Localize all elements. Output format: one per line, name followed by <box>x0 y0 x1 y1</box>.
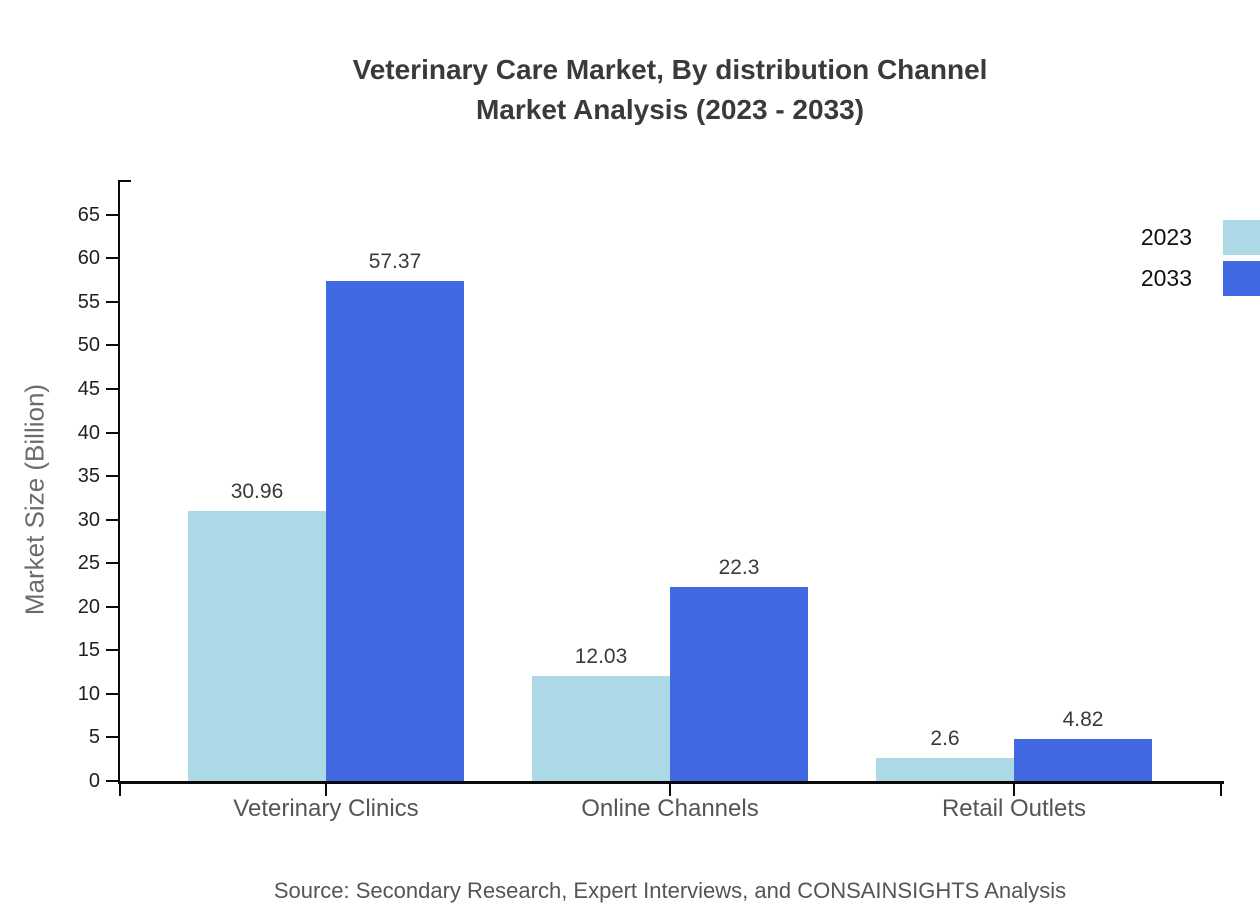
value-label: 22.3 <box>718 555 760 579</box>
x-tick-mark <box>1013 784 1015 796</box>
bar-2023-1 <box>532 676 670 781</box>
plot-area <box>118 180 1224 784</box>
category-label-2: Retail Outlets <box>941 795 1087 822</box>
x-tick-mark <box>669 784 671 796</box>
y-tick-mark <box>106 692 118 695</box>
x-axis-left-cap <box>119 784 121 796</box>
y-axis-top-cap <box>119 180 131 182</box>
y-tick-mark <box>106 736 118 739</box>
chart-title: Veterinary Care Market, By distribution … <box>118 50 1222 130</box>
y-tick-label: 0 <box>88 770 100 792</box>
bar-2023-0 <box>187 511 326 781</box>
legend-label-2023: 2023 <box>1140 224 1192 250</box>
y-tick-label: 40 <box>77 421 100 444</box>
y-tick-label: 25 <box>77 552 100 575</box>
y-tick-mark <box>106 431 118 434</box>
value-label: 2.6 <box>930 727 960 751</box>
y-tick-label: 65 <box>77 203 100 226</box>
y-tick-label: 30 <box>77 508 100 531</box>
chart-title-line1: Veterinary Care Market, By distribution … <box>352 54 988 85</box>
y-tick-label: 45 <box>77 378 100 401</box>
y-tick-mark <box>106 518 118 521</box>
value-label: 30.96 <box>230 480 284 504</box>
y-tick-mark <box>106 257 118 260</box>
y-tick-label: 50 <box>77 334 100 357</box>
bar-2033-0 <box>325 281 464 781</box>
y-tick-mark <box>106 649 118 652</box>
source-note: Source: Secondary Research, Expert Inter… <box>273 878 1067 903</box>
y-tick-label: 5 <box>88 726 100 749</box>
x-tick-mark <box>324 784 327 796</box>
y-tick-mark <box>106 388 118 391</box>
y-tick-label: 15 <box>77 639 100 662</box>
y-tick-mark <box>106 605 118 608</box>
x-axis-right-cap <box>1220 784 1222 796</box>
y-tick-label: 35 <box>77 465 100 488</box>
y-tick-label: 10 <box>77 682 100 705</box>
value-label: 4.82 <box>1062 708 1104 732</box>
y-tick-mark <box>106 300 118 303</box>
y-tick-mark <box>106 213 118 216</box>
chart-title-line2: Market Analysis (2023 - 2033) <box>475 94 865 125</box>
category-label-1: Online Channels <box>581 795 759 822</box>
bar-2033-2 <box>1014 739 1152 781</box>
y-tick-mark <box>106 475 118 478</box>
y-tick-mark <box>106 344 118 347</box>
y-tick-mark <box>106 562 118 565</box>
bar-2033-1 <box>670 586 808 781</box>
y-tick-label: 55 <box>77 290 100 313</box>
y-tick-label: 60 <box>77 247 100 270</box>
value-label: 12.03 <box>574 645 628 669</box>
y-tick-mark <box>106 780 118 782</box>
legend-swatch-2033 <box>1223 261 1260 296</box>
y-tick-label: 20 <box>77 595 100 618</box>
legend-swatch-2023 <box>1223 220 1260 255</box>
value-label: 57.37 <box>368 250 422 274</box>
bar-2023-2 <box>876 758 1014 781</box>
legend-label-2033: 2033 <box>1140 265 1192 291</box>
category-label-0: Veterinary Clinics <box>233 795 419 822</box>
